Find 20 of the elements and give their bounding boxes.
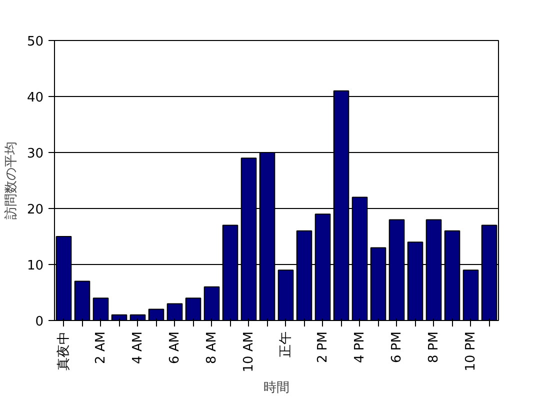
y-tick-label: 30 — [26, 146, 44, 162]
x-tick-label: 6 PM — [389, 331, 404, 363]
y-tick-label: 50 — [26, 34, 44, 50]
y-tick-label: 40 — [26, 90, 44, 106]
x-tick-label: 6 AM — [167, 331, 182, 364]
x-tick-label: 10 AM — [241, 331, 256, 372]
x-tick-label: 4 PM — [352, 331, 368, 363]
x-tick-label: 10 PM — [463, 331, 478, 372]
y-tick-label: 0 — [35, 314, 44, 330]
y-tick-label: 20 — [26, 202, 44, 218]
x-tick-label: 8 AM — [204, 331, 220, 364]
y-axis-title: 訪問数の平均 — [4, 142, 19, 220]
x-tick-label: 4 AM — [130, 331, 146, 364]
y-tick-label: 10 — [26, 258, 44, 274]
x-tick-label: 8 PM — [426, 331, 442, 363]
x-axis-title: 時間 — [264, 380, 290, 396]
x-tick-label: 2 AM — [93, 331, 108, 364]
x-tick-label: 正午 — [278, 332, 294, 358]
x-tick-label: 2 PM — [315, 331, 330, 363]
x-tick-label: 真夜中 — [55, 332, 72, 370]
